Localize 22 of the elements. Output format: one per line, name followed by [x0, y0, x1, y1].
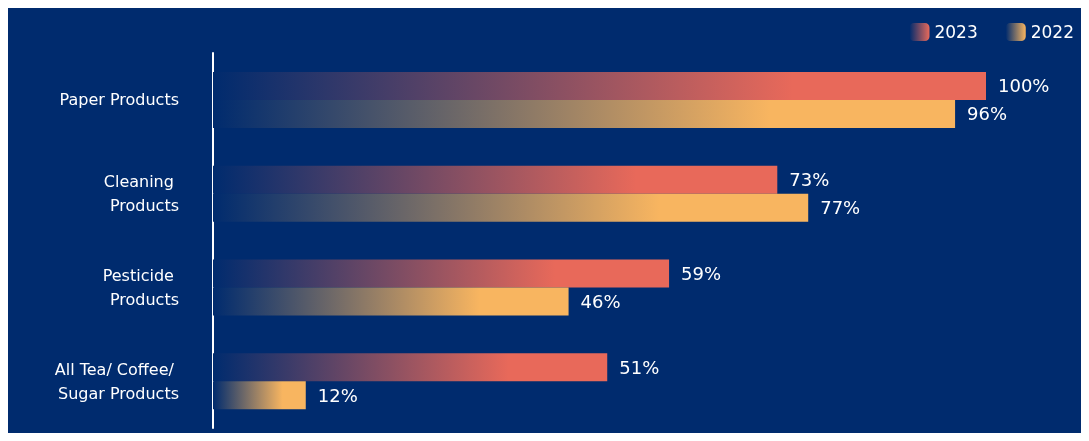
bar — [213, 71, 986, 100]
y-tick-label: Paper Products — [59, 90, 179, 110]
y-tick-label: All Tea/ Coffee/ Sugar Products — [54, 359, 179, 403]
y-tick-label: Pesticide Products — [102, 265, 179, 309]
data-label: 77% — [820, 197, 861, 219]
legend-label: 2022 — [1030, 22, 1074, 42]
bar — [213, 287, 569, 316]
bar — [213, 353, 608, 382]
bar — [213, 259, 670, 288]
data-label: 96% — [967, 103, 1008, 125]
y-tick-label: Cleaning Products — [103, 172, 179, 216]
data-label: 59% — [681, 262, 722, 284]
data-label: 46% — [580, 290, 621, 312]
data-label: 12% — [317, 384, 358, 406]
legend-label: 2023 — [934, 22, 978, 42]
data-label: 51% — [619, 356, 660, 378]
bar — [213, 381, 306, 410]
bar — [213, 165, 778, 194]
bar — [213, 99, 956, 128]
bar — [213, 193, 809, 222]
data-label: 73% — [789, 169, 830, 191]
data-label: 100% — [998, 75, 1050, 97]
